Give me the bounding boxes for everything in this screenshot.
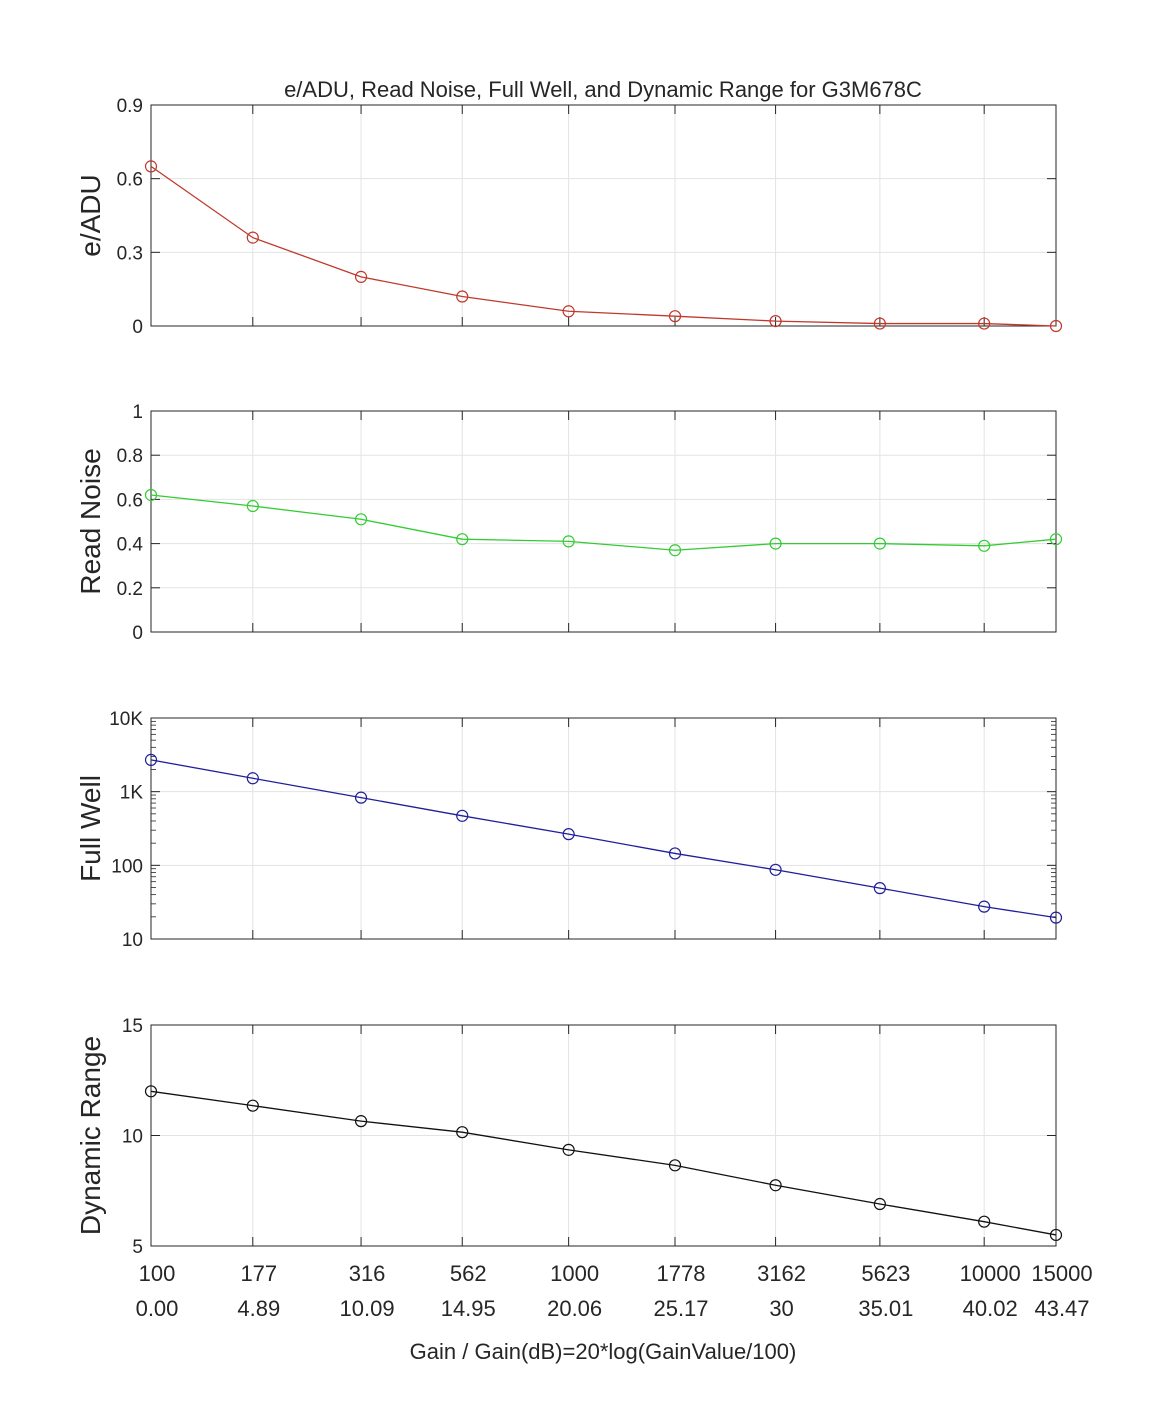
data-point bbox=[978, 317, 991, 330]
x-tick-label-gain: 5623 bbox=[861, 1261, 910, 1286]
data-point bbox=[978, 900, 991, 913]
y-tick-label: 0.6 bbox=[117, 490, 143, 511]
data-point bbox=[769, 863, 782, 876]
x-tick-label-db: 35.01 bbox=[858, 1296, 913, 1321]
data-point bbox=[144, 160, 158, 173]
y-tick-label: 1K bbox=[120, 783, 144, 804]
x-tick-label-db: 10.09 bbox=[340, 1296, 395, 1321]
x-tick-label-gain: 177 bbox=[240, 1261, 277, 1286]
data-point bbox=[668, 1159, 682, 1172]
data-point bbox=[769, 314, 782, 328]
data-point bbox=[456, 1126, 469, 1139]
data-point bbox=[1049, 533, 1063, 546]
series-line bbox=[150, 1090, 1057, 1236]
y-tick-label: 0.6 bbox=[117, 170, 143, 191]
data-point bbox=[562, 1143, 575, 1156]
panel-2: 0 0.2 0.4 0.6 0.8 1 Read Noise bbox=[75, 402, 1063, 644]
x-tick-label-gain: 10000 bbox=[960, 1261, 1021, 1286]
data-point bbox=[1049, 319, 1063, 333]
data-point bbox=[873, 1197, 886, 1211]
data-point bbox=[246, 499, 259, 513]
panel-1: 0 0.3 0.6 0.9 e/ADU bbox=[75, 96, 1063, 338]
series-line bbox=[150, 494, 1057, 551]
y-tick-label: 0.8 bbox=[117, 446, 143, 467]
data-point bbox=[456, 809, 469, 822]
data-point bbox=[456, 290, 469, 303]
data-point bbox=[668, 847, 682, 860]
x-tick-label-gain: 3162 bbox=[757, 1261, 806, 1286]
panel-3: 10 100 1K 10K Full Well bbox=[75, 709, 1063, 951]
data-point bbox=[456, 533, 469, 546]
data-point bbox=[978, 539, 991, 552]
x-axis-label: Gain / Gain(dB)=20*log(GainValue/100) bbox=[410, 1339, 797, 1364]
x-tick-label-gain: 1778 bbox=[657, 1261, 706, 1286]
y-tick-label: 0 bbox=[132, 317, 143, 338]
data-point bbox=[1049, 911, 1063, 924]
data-point bbox=[354, 270, 368, 283]
data-point bbox=[246, 772, 259, 785]
x-tick-label-db: 14.95 bbox=[441, 1296, 496, 1321]
data-point bbox=[246, 231, 259, 244]
axes-box bbox=[150, 410, 1057, 633]
x-tick-label-gain: 15000 bbox=[1031, 1261, 1092, 1286]
x-tick-label-db: 30 bbox=[769, 1296, 793, 1321]
data-point bbox=[562, 305, 575, 318]
data-point bbox=[246, 1099, 259, 1112]
data-point bbox=[144, 753, 158, 766]
data-point bbox=[769, 1179, 782, 1192]
y-tick-label: 5 bbox=[132, 1237, 143, 1258]
axes-box bbox=[150, 1024, 1057, 1247]
data-point bbox=[873, 882, 886, 895]
axes-box bbox=[150, 104, 1057, 327]
x-tick-label-gain: 316 bbox=[349, 1261, 386, 1286]
data-point bbox=[354, 513, 368, 526]
series-line bbox=[150, 165, 1057, 327]
data-point bbox=[873, 317, 886, 330]
x-tick-label-gain: 100 bbox=[139, 1261, 176, 1286]
y-tick-label: 0.4 bbox=[117, 535, 144, 556]
data-point bbox=[562, 535, 575, 548]
y-axis-label: Full Well bbox=[75, 775, 106, 882]
panel-4: 5 10 15 Dynamic Range bbox=[75, 1016, 1063, 1258]
data-point bbox=[354, 791, 368, 804]
x-tick-label-db: 20.06 bbox=[547, 1296, 602, 1321]
y-tick-label: 0.3 bbox=[117, 243, 143, 264]
x-tick-label-db: 0.00 bbox=[136, 1296, 179, 1321]
data-point bbox=[144, 488, 158, 502]
data-point bbox=[668, 310, 682, 323]
x-tick-label-db: 4.89 bbox=[237, 1296, 280, 1321]
y-tick-label: 0 bbox=[132, 623, 143, 644]
data-point bbox=[769, 537, 782, 550]
y-tick-label: 100 bbox=[111, 856, 143, 877]
y-axis-label: Dynamic Range bbox=[75, 1036, 106, 1235]
x-tick-label-gain: 562 bbox=[450, 1261, 487, 1286]
axes-box bbox=[150, 717, 1057, 940]
data-point bbox=[562, 828, 575, 841]
x-tick-label-db: 40.02 bbox=[963, 1296, 1018, 1321]
data-point bbox=[1049, 1228, 1063, 1242]
data-point bbox=[978, 1215, 991, 1228]
data-point bbox=[668, 544, 682, 557]
series-line bbox=[150, 759, 1057, 919]
y-tick-label: 15 bbox=[122, 1016, 143, 1037]
chart-title: e/ADU, Read Noise, Full Well, and Dynami… bbox=[284, 77, 922, 102]
data-point bbox=[354, 1115, 368, 1128]
x-tick-label-gain: 1000 bbox=[550, 1261, 599, 1286]
data-point bbox=[873, 537, 886, 550]
y-tick-label: 10 bbox=[122, 930, 143, 951]
y-tick-label: 10 bbox=[122, 1127, 143, 1148]
y-axis-label: Read Noise bbox=[75, 448, 106, 594]
y-tick-label: 1 bbox=[132, 402, 143, 423]
y-tick-label: 10K bbox=[109, 709, 143, 730]
y-axis-label: e/ADU bbox=[75, 174, 106, 256]
y-tick-label: 0.2 bbox=[117, 579, 143, 600]
x-tick-label-db: 43.47 bbox=[1034, 1296, 1089, 1321]
x-tick-label-db: 25.17 bbox=[653, 1296, 708, 1321]
data-point bbox=[144, 1085, 158, 1098]
y-tick-label: 0.9 bbox=[117, 96, 143, 117]
